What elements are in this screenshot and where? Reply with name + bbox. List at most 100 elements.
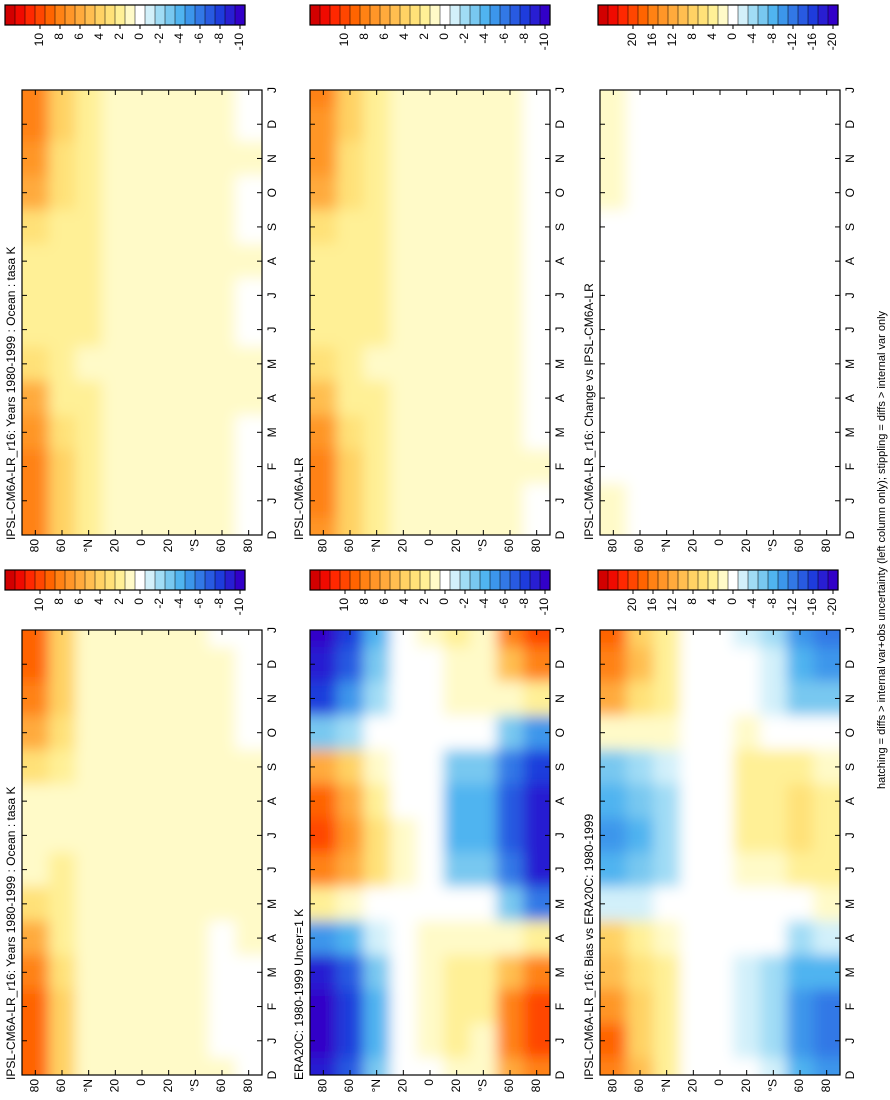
cell <box>470 852 498 887</box>
y-tick-label: 60 <box>632 539 646 553</box>
cell <box>443 277 471 313</box>
cell <box>310 517 338 535</box>
cell <box>75 517 103 535</box>
cell <box>416 715 444 750</box>
y-tick-label: 80 <box>316 1079 330 1093</box>
cell <box>48 106 76 142</box>
cell <box>626 106 654 142</box>
cell <box>626 483 654 518</box>
panel-title: IPSL-CM6A-LR <box>292 457 306 540</box>
x-tick-label: D <box>265 530 279 539</box>
cell <box>155 140 183 176</box>
cell <box>182 380 210 416</box>
cell <box>626 954 654 990</box>
cell <box>706 106 734 142</box>
x-tick-label: A <box>553 257 567 265</box>
x-tick-label: M <box>265 427 279 437</box>
cell <box>363 680 391 716</box>
cell <box>470 209 498 245</box>
colorbar-box <box>174 4 186 26</box>
cell <box>208 517 236 535</box>
cell <box>786 954 814 990</box>
cell <box>310 90 338 108</box>
colorbar-box <box>224 4 236 26</box>
cell <box>416 886 444 921</box>
y-tick-label: 20 <box>396 1079 410 1093</box>
cell <box>22 90 50 108</box>
cell <box>102 175 130 210</box>
colorbar-box <box>667 569 679 591</box>
colorbar-frame <box>4 569 246 591</box>
x-tick-label: O <box>553 728 567 737</box>
colorbar-label: 6 <box>72 598 86 605</box>
cell <box>155 209 183 245</box>
colorbar-box <box>757 569 769 591</box>
x-tick-label: J <box>843 832 857 838</box>
colorbar-box <box>827 4 839 26</box>
cell <box>128 483 156 518</box>
cell <box>680 346 708 381</box>
cell <box>336 783 364 819</box>
cell <box>680 243 708 279</box>
cell <box>653 140 681 176</box>
cell <box>390 106 418 142</box>
cell <box>496 680 524 716</box>
y-tick-label: °N <box>659 1079 673 1092</box>
cell <box>496 90 524 108</box>
cell <box>470 680 498 716</box>
cell <box>733 380 761 416</box>
colorbar-label: 10 <box>32 33 46 47</box>
y-tick-label: °N <box>659 539 673 552</box>
cell <box>680 886 708 921</box>
cell <box>416 448 444 484</box>
cell <box>496 988 524 1024</box>
cell <box>22 630 50 648</box>
cell <box>653 680 681 716</box>
cell <box>155 380 183 416</box>
cell <box>336 886 364 921</box>
cell <box>102 817 130 853</box>
cell <box>813 1057 840 1075</box>
cell <box>128 140 156 176</box>
colorbar-box <box>707 569 719 591</box>
cell <box>208 414 236 450</box>
colorbar-label: -8 <box>212 598 226 609</box>
cell <box>128 954 156 990</box>
cell <box>443 852 471 887</box>
cell <box>208 175 236 210</box>
cell <box>416 852 444 887</box>
x-tick-label: S <box>843 763 857 771</box>
cell <box>496 209 524 245</box>
cell <box>653 1057 681 1075</box>
cell <box>786 90 814 108</box>
field-cells <box>310 630 550 1075</box>
cell <box>443 106 471 142</box>
cell <box>760 680 788 716</box>
cell <box>443 517 471 535</box>
cell <box>128 783 156 819</box>
cell <box>706 783 734 819</box>
x-tick-label: J <box>553 1038 567 1044</box>
colorbar-box <box>204 4 216 26</box>
colorbar-box <box>64 4 76 26</box>
cell <box>470 1057 498 1075</box>
colorbar-frame <box>309 569 551 591</box>
cell <box>208 783 236 819</box>
cell <box>390 277 418 313</box>
cell <box>363 630 391 648</box>
cell <box>760 630 788 648</box>
x-tick-label: D <box>553 1070 567 1079</box>
cell <box>600 90 628 108</box>
colorbar-box <box>184 569 196 591</box>
cell <box>733 1057 761 1075</box>
cell <box>786 312 814 347</box>
colorbar-label: 2 <box>112 598 126 605</box>
cell <box>733 483 761 518</box>
cell <box>416 312 444 347</box>
colorbar-box <box>94 569 106 591</box>
cell <box>626 380 654 416</box>
cell <box>706 852 734 887</box>
colorbar-frame <box>4 4 246 26</box>
colorbar-box <box>234 4 246 26</box>
cell <box>760 106 788 142</box>
